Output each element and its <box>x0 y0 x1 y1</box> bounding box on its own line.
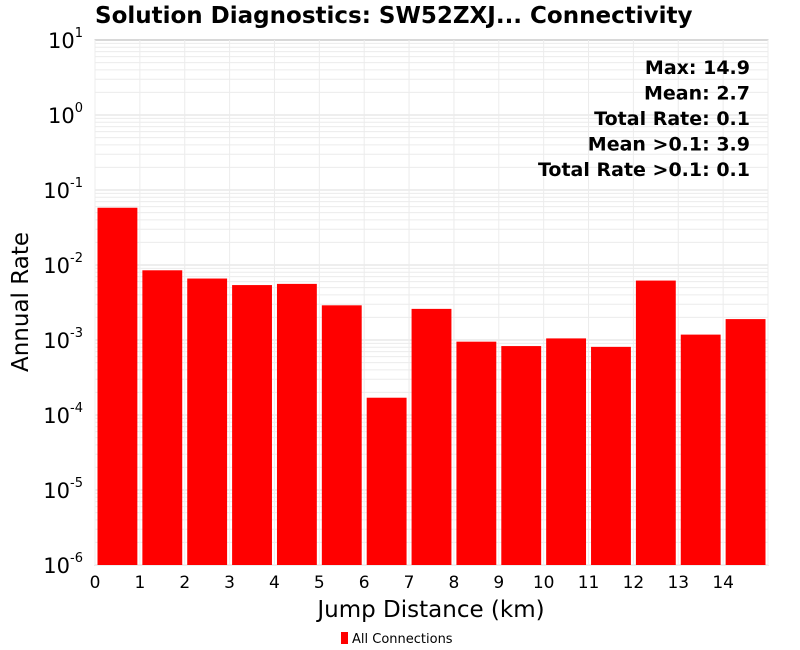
bar <box>546 338 587 565</box>
x-tick-label: 2 <box>179 573 190 593</box>
x-tick-label: 1 <box>134 573 145 593</box>
bar <box>366 397 407 565</box>
stat-annotation: Total Rate: 0.1 <box>594 108 750 130</box>
x-tick-label: 7 <box>404 573 415 593</box>
stat-annotation: Mean: 2.7 <box>644 83 750 105</box>
x-tick-label: 5 <box>314 573 325 593</box>
y-tick-label: 10-2 <box>43 251 83 278</box>
stat-annotation: Max: 14.9 <box>645 57 750 79</box>
x-tick-label: 0 <box>90 573 101 593</box>
x-axis-ticks: 0 1 2 3 4 5 6 7 8 9 10 11 12 13 14 <box>90 573 734 593</box>
x-tick-label: 11 <box>578 573 600 593</box>
stat-annotation: Mean >0.1: 3.9 <box>588 134 750 156</box>
y-tick-label: 101 <box>48 26 83 53</box>
bar <box>501 346 542 565</box>
bar <box>276 283 317 565</box>
x-tick-label: 10 <box>533 573 555 593</box>
legend-label: All Connections <box>352 632 453 647</box>
bar <box>680 334 721 565</box>
y-tick-label: 10-4 <box>43 401 83 428</box>
bars <box>97 207 766 565</box>
bar <box>591 346 631 565</box>
bar <box>456 341 497 565</box>
x-tick-label: 4 <box>269 573 280 593</box>
x-axis-title: Jump Distance (km) <box>315 597 544 623</box>
y-tick-label: 10-5 <box>43 476 83 503</box>
bar <box>187 278 228 565</box>
y-tick-label: 10-3 <box>43 326 83 353</box>
bar <box>142 270 183 565</box>
y-tick-label: 10-6 <box>43 551 83 578</box>
x-tick-label: 14 <box>712 573 734 593</box>
bar <box>635 280 676 565</box>
legend-swatch <box>341 632 348 644</box>
y-tick-label: 100 <box>48 101 83 128</box>
y-axis-ticks: 101 100 10-1 10-2 10-3 10-4 10-5 10-6 <box>43 26 83 578</box>
legend: All Connections <box>341 632 453 647</box>
x-tick-label: 12 <box>623 573 645 593</box>
statistics-annotations: Max: 14.9 Mean: 2.7 Total Rate: 0.1 Mean >0… <box>538 57 750 181</box>
chart-title: Solution Diagnostics: SW52ZXJ... Connect… <box>95 3 692 29</box>
bar <box>321 305 362 565</box>
x-tick-label: 6 <box>359 573 370 593</box>
x-tick-label: 3 <box>224 573 235 593</box>
y-tick-label: 10-1 <box>43 176 83 203</box>
bar <box>411 308 452 565</box>
x-tick-label: 8 <box>449 573 460 593</box>
x-tick-label: 13 <box>667 573 689 593</box>
bar <box>725 319 766 565</box>
x-tick-label: 9 <box>493 573 504 593</box>
stat-annotation: Total Rate >0.1: 0.1 <box>538 159 750 181</box>
bar <box>232 285 272 565</box>
bar <box>97 207 138 565</box>
y-axis-title: Annual Rate <box>8 232 34 372</box>
